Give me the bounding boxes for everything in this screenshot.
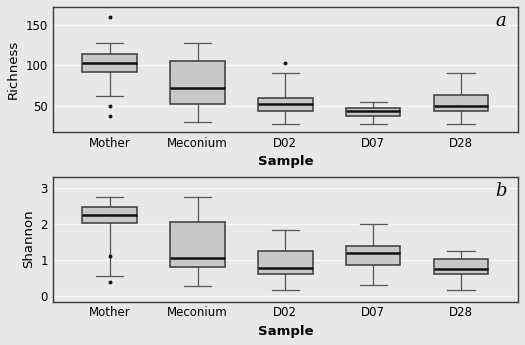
Bar [82,207,137,223]
X-axis label: Sample: Sample [258,155,313,168]
Bar [346,246,401,265]
Bar [258,251,312,275]
Bar [434,96,488,111]
Bar [434,259,488,275]
Bar [258,98,312,111]
Text: b: b [495,182,507,200]
Y-axis label: Richness: Richness [7,40,20,99]
Bar [170,61,225,104]
Bar [170,222,225,266]
X-axis label: Sample: Sample [258,325,313,338]
Bar [346,108,401,116]
Text: a: a [496,12,507,30]
Y-axis label: Shannon: Shannon [22,210,35,268]
Bar [82,54,137,72]
